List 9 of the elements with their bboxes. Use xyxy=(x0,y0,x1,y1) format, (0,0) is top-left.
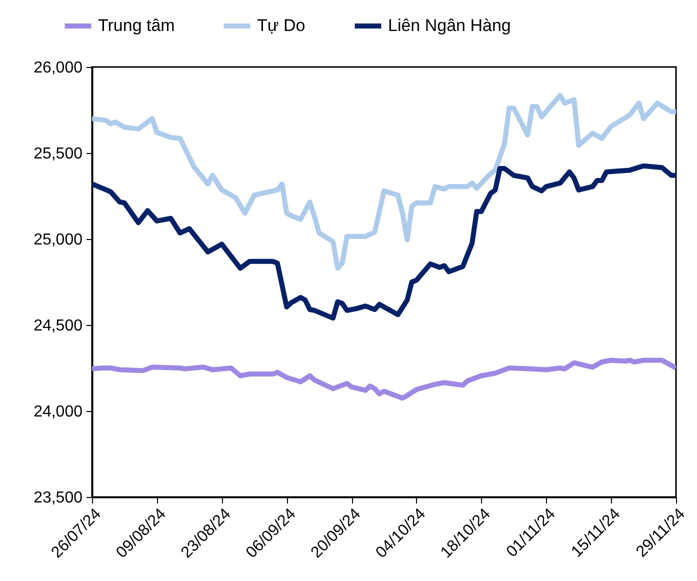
y-tick-label: 25,000 xyxy=(34,232,83,248)
y-tick-label: 26,000 xyxy=(34,60,83,76)
legend-label: Liên Ngân Hàng xyxy=(388,16,511,35)
legend-label: Trung tâm xyxy=(98,16,175,35)
y-tick-label: 23,500 xyxy=(34,490,83,506)
legend-label: Tự Do xyxy=(257,16,306,35)
y-tick-label: 24,500 xyxy=(34,318,83,334)
y-tick-label: 24,000 xyxy=(34,404,83,420)
y-tick-label: 25,500 xyxy=(34,146,83,162)
